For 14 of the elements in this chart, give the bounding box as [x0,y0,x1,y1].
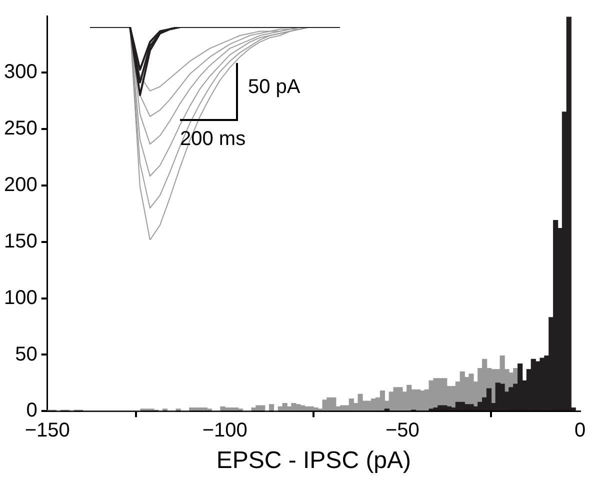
y-tick-label: 200 [4,174,38,196]
x-axis-title: EPSC - IPSC (pA) [216,447,412,474]
y-tick-label: 50 [15,343,38,366]
annotation: 50 pA [248,76,300,99]
x-tick-label: 0 [574,420,586,442]
y-tick-label: 100 [4,286,38,309]
x-tick-label: −100 [202,420,248,442]
y-tick-label: 250 [4,117,38,140]
x-tick-label: −50 [385,420,420,442]
y-tick-label: 150 [4,230,38,252]
y-tick-label: 300 [4,60,38,83]
annotation: 200 ms [180,128,246,151]
x-tick-label: −150 [24,420,70,442]
y-tick-label: 0 [26,400,38,422]
